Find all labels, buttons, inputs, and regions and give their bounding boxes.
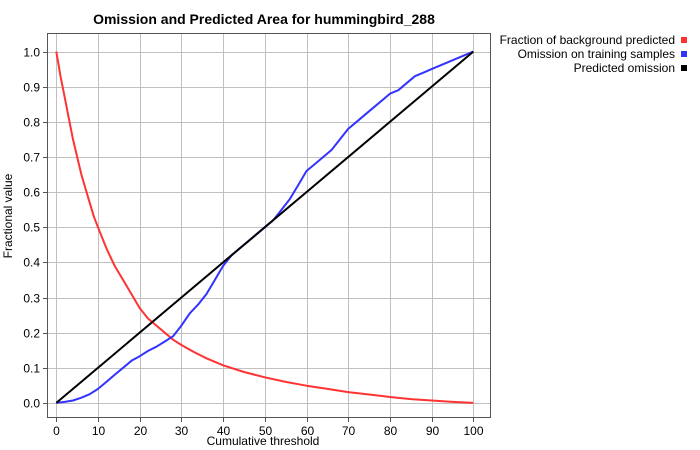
x-tick-label: 0 xyxy=(53,424,60,438)
x-tick-label: 100 xyxy=(463,424,483,438)
x-axis-label: Cumulative threshold xyxy=(207,434,320,448)
y-tick-label: 0.2 xyxy=(23,327,40,341)
y-tick-label: 0.6 xyxy=(23,186,40,200)
series-lines xyxy=(55,50,474,404)
y-tick-label: 1.0 xyxy=(23,46,40,60)
y-tick-label: 0.9 xyxy=(23,81,40,95)
y-tick-label: 0.3 xyxy=(23,292,40,306)
x-tick-label: 10 xyxy=(92,424,106,438)
y-tick-label: 0.0 xyxy=(23,397,40,411)
x-tick-label: 60 xyxy=(301,424,315,438)
legend-label-predicted-omission: Predicted omission xyxy=(574,61,675,75)
y-tick-label: 0.7 xyxy=(23,151,40,165)
x-tick-label: 20 xyxy=(134,424,148,438)
x-tick-label: 80 xyxy=(384,424,398,438)
y-tick-label: 0.5 xyxy=(23,221,40,235)
legend-swatch-predicted-omission xyxy=(681,65,687,71)
chart-title: Omission and Predicted Area for hummingb… xyxy=(93,11,435,27)
x-tick-label: 50 xyxy=(259,424,273,438)
axis-ticks: 0 10 20 30 40 50 60 70 80 90 100 0.0 0.1 0.2 0.3 0.4 0.5… xyxy=(23,46,484,439)
legend-label-training-omission: Omission on training samples xyxy=(518,47,675,61)
y-tick-label: 0.4 xyxy=(23,256,40,270)
legend: Fraction of background predictedOmission… xyxy=(500,33,687,75)
y-axis-label: Fractional value xyxy=(1,173,15,258)
x-tick-label: 30 xyxy=(175,424,189,438)
x-tick-label: 90 xyxy=(426,424,440,438)
predicted-omission-line xyxy=(55,50,474,404)
background-fraction-line xyxy=(55,51,474,404)
x-tick-label: 40 xyxy=(217,424,231,438)
y-tick-label: 0.8 xyxy=(23,116,40,130)
grid-lines xyxy=(48,34,490,417)
plot-frame xyxy=(47,33,491,418)
x-tick-label: 70 xyxy=(342,424,356,438)
legend-label-background-fraction: Fraction of background predicted xyxy=(500,33,675,47)
legend-swatch-background-fraction xyxy=(681,37,687,43)
y-tick-label: 0.1 xyxy=(23,362,40,376)
legend-swatch-training-omission xyxy=(681,51,687,57)
